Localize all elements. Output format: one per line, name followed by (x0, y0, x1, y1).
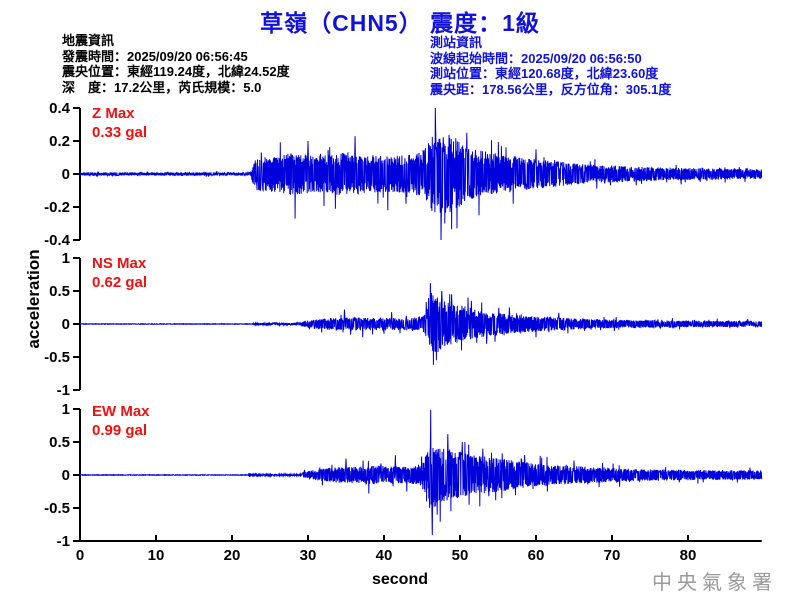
x-tick-label: 30 (300, 547, 317, 564)
y-tick-label-NS: 0.5 (49, 283, 70, 300)
origin-time-line: 發震時間：2025/09/20 06:56:45 (62, 48, 248, 64)
y-axis-title: acceleration (24, 249, 43, 349)
x-tick-label: 60 (528, 547, 545, 564)
y-tick-label-NS: 1 (62, 250, 70, 267)
y-tick-label-EW: -0.5 (44, 500, 70, 517)
y-tick-label-Z: -0.4 (44, 232, 71, 249)
y-tick-label-Z: -0.2 (44, 199, 70, 216)
z-max-annotation: Z Max 0.33 gal (92, 104, 147, 142)
x-tick-label: 70 (604, 547, 621, 564)
agency-watermark: 中央氣象署 (652, 570, 777, 594)
ns-max-annotation: NS Max 0.62 gal (92, 254, 147, 292)
x-tick-label: 50 (452, 547, 469, 564)
trace-ew (79, 409, 763, 536)
y-tick-label-NS: -0.5 (44, 349, 70, 366)
station-location-line: 測站位置：東經120.68度，北緯23.60度 (430, 66, 659, 81)
station-info-block: 測站資訊 波線起始時間：2025/09/20 06:56:50 測站位置：東經1… (430, 35, 671, 97)
x-axis-title: second (371, 571, 428, 588)
y-tick-label-NS: -1 (57, 382, 70, 399)
x-tick-label: 20 (224, 547, 241, 564)
y-tick-label-NS: 0 (62, 316, 70, 333)
x-tick-label: 80 (680, 547, 697, 564)
ew-max-value: 0.99 gal (92, 422, 148, 439)
depth-magnitude-line: 深 度：17.2公里，芮氏規模：5.0 (62, 79, 262, 95)
y-tick-label-Z: 0.4 (49, 100, 71, 117)
page-title: 草嶺（CHN5） 震度：1級 (260, 10, 540, 36)
y-tick-label-Z: 0 (62, 166, 70, 183)
earthquake-info-heading: 地震資訊 (62, 33, 115, 48)
wave-start-time-line: 波線起始時間：2025/09/20 06:56:50 (430, 50, 642, 66)
ns-max-label: NS Max (92, 255, 147, 272)
y-tick-label-EW: 0 (62, 467, 70, 484)
trace-z (79, 107, 763, 241)
x-tick-label: 10 (148, 547, 165, 564)
x-tick-label: 0 (76, 547, 84, 564)
y-tick-label-EW: -1 (57, 533, 70, 550)
z-max-value: 0.33 gal (92, 124, 148, 141)
y-tick-label-EW: 1 (62, 401, 70, 418)
ns-max-value: 0.62 gal (92, 274, 148, 291)
earthquake-info-block: 地震資訊 發震時間：2025/09/20 06:56:45 震央位置：東經119… (62, 33, 290, 95)
ew-max-annotation: EW Max 0.99 gal (92, 402, 150, 440)
epicentral-distance-line: 震央距：178.56公里，反方位角：305.1度 (430, 81, 672, 97)
epicenter-location-line: 震央位置：東經119.24度，北緯24.52度 (62, 64, 290, 79)
y-tick-label-Z: 0.2 (49, 133, 70, 150)
y-tick-label-EW: 0.5 (49, 434, 70, 451)
z-max-label: Z Max (92, 105, 135, 122)
x-tick-label: 40 (376, 547, 393, 564)
trace-ns (79, 283, 763, 365)
station-info-heading: 測站資訊 (430, 35, 483, 50)
ew-max-label: EW Max (92, 403, 150, 420)
